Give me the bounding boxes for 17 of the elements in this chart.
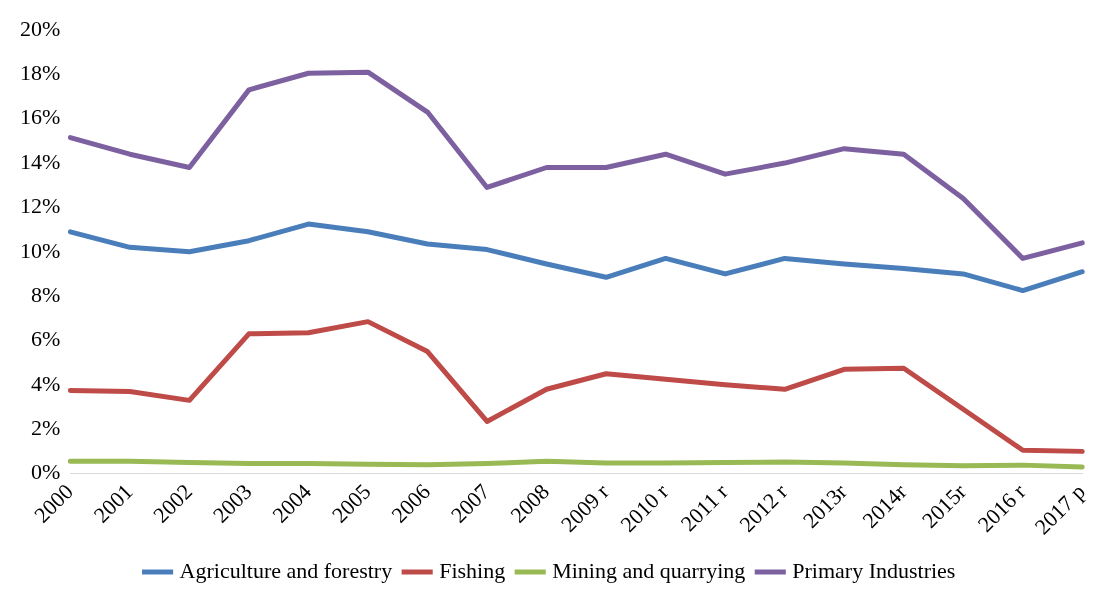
x-tick-label: 2001 bbox=[88, 478, 138, 528]
y-tick-label: 12% bbox=[20, 193, 61, 219]
y-tick-label: 6% bbox=[31, 326, 61, 352]
y-tick-label: 2% bbox=[31, 414, 61, 440]
legend-label: Primary Industries bbox=[792, 557, 956, 583]
x-tick-label: 2011 r bbox=[675, 478, 734, 537]
legend-label: Fishing bbox=[439, 557, 506, 583]
y-tick-label: 20% bbox=[20, 15, 61, 41]
y-tick-label: 18% bbox=[20, 60, 61, 86]
y-tick-label: 16% bbox=[20, 104, 61, 130]
y-tick-label: 4% bbox=[31, 370, 61, 396]
y-tick-label: 10% bbox=[20, 237, 61, 263]
legend-label: Agriculture and forestry bbox=[179, 557, 393, 583]
y-tick-label: 0% bbox=[31, 459, 61, 485]
y-tick-label: 8% bbox=[31, 281, 61, 307]
legend-label: Mining and quarrying bbox=[552, 557, 746, 583]
y-tick-label: 14% bbox=[20, 148, 61, 174]
